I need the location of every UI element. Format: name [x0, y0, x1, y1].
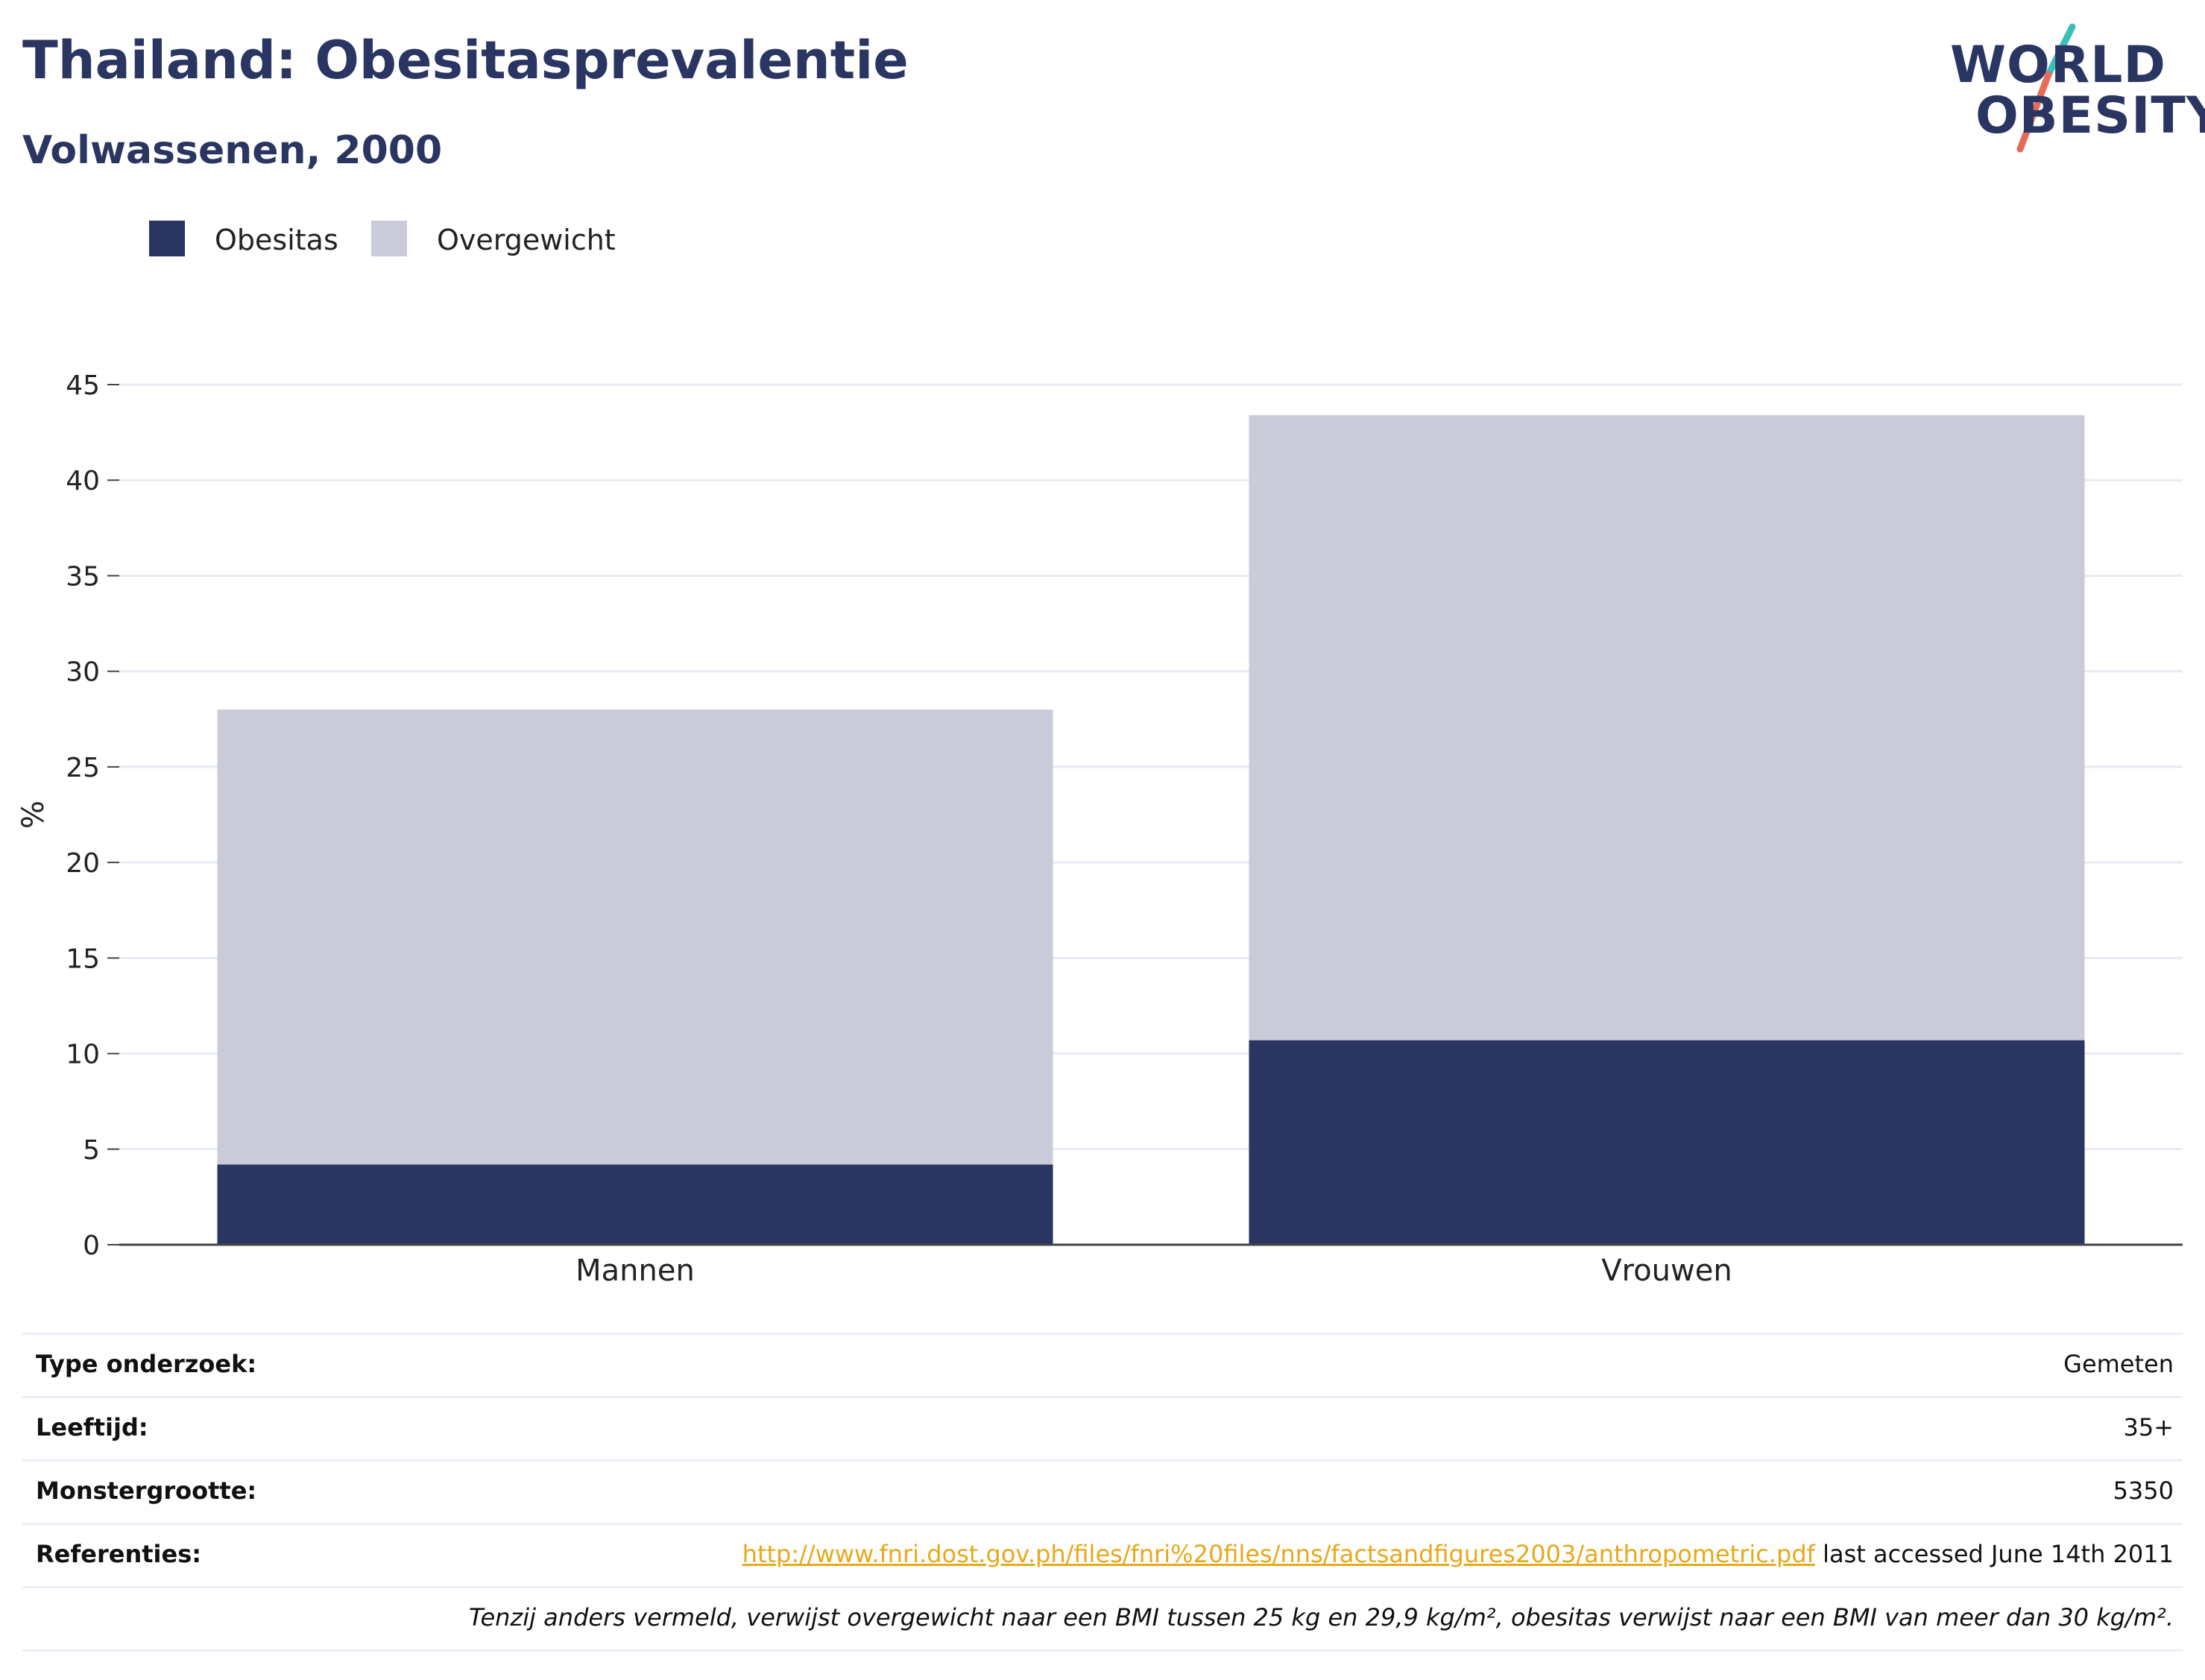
chart-subtitle: Volwassenen, 2000 — [22, 128, 443, 173]
reference-link[interactable]: http://www.fnri.dost.gov.ph/files/fnri%2… — [742, 1540, 1815, 1568]
info-label-age: Leeftijd: — [36, 1413, 148, 1441]
info-row-note: Tenzij anders vermeld, verwijst overgewi… — [22, 1586, 2183, 1652]
info-row-references: Referenties: http://www.fnri.dost.gov.ph… — [22, 1523, 2183, 1586]
world-obesity-logo: WORLD OBESITY — [1946, 22, 2205, 157]
legend-label-overgewicht: Overgewicht — [437, 224, 616, 256]
info-row-type: Type onderzoek: Gemeten — [22, 1333, 2183, 1396]
logo-slash-icon — [2016, 23, 2076, 153]
y-tick-label-30: 30 — [66, 657, 100, 688]
bar-obesitas-mannen — [217, 1164, 1053, 1245]
info-label-type: Type onderzoek: — [36, 1350, 257, 1378]
y-tick-label-0: 0 — [83, 1231, 100, 1261]
info-label-references: Referenties: — [36, 1540, 202, 1568]
info-value-type: Gemeten — [2063, 1350, 2174, 1378]
y-tick-label-20: 20 — [66, 848, 100, 879]
y-tick-label-35: 35 — [66, 561, 100, 592]
bar-obesitas-vrouwen — [1249, 1040, 2085, 1245]
info-value-references: http://www.fnri.dost.gov.ph/files/fnri%2… — [742, 1540, 2174, 1568]
x-tick-label-mannen: Mannen — [575, 1254, 695, 1288]
definition-note: Tenzij anders vermeld, verwijst overgewi… — [468, 1603, 2174, 1632]
legend-swatch-obesitas — [149, 221, 185, 256]
logo-line2: OBESITY — [1975, 86, 2205, 145]
info-row-sample: Monstergrootte: 5350 — [22, 1459, 2183, 1523]
info-value-sample: 5350 — [2113, 1477, 2174, 1505]
info-row-age: Leeftijd: 35+ — [22, 1396, 2183, 1459]
legend-swatch-overgewicht — [371, 221, 407, 256]
y-tick-label-45: 45 — [66, 370, 100, 401]
y-tick-label-15: 15 — [66, 944, 100, 974]
info-value-age: 35+ — [2123, 1413, 2174, 1441]
bar-chart: 0 5 10 15 20 25 30 35 40 45% Mannen Vrouwen — [16, 370, 2183, 1288]
reference-accessed: last accessed June 14th 2011 — [1814, 1540, 2174, 1568]
info-label-sample: Monstergrootte: — [36, 1477, 257, 1505]
chart-title: Thailand: Obesitasprevalentie — [22, 30, 909, 91]
bar-overgewicht-vrouwen — [1249, 415, 2085, 1040]
y-tick-label-25: 25 — [66, 753, 100, 783]
info-table: Type onderzoek: Gemeten Leeftijd: 35+ Mo… — [22, 1333, 2183, 1652]
y-tick-label-5: 5 — [83, 1135, 100, 1166]
y-tick-label-40: 40 — [66, 466, 100, 496]
logo-line1: WORLD — [1950, 36, 2166, 95]
x-tick-label-vrouwen: Vrouwen — [1601, 1254, 1732, 1288]
bar-overgewicht-mannen — [217, 709, 1053, 1165]
y-tick-label-10: 10 — [66, 1040, 100, 1070]
legend-label-obesitas: Obesitas — [215, 224, 338, 256]
y-axis-label: % — [16, 800, 51, 829]
